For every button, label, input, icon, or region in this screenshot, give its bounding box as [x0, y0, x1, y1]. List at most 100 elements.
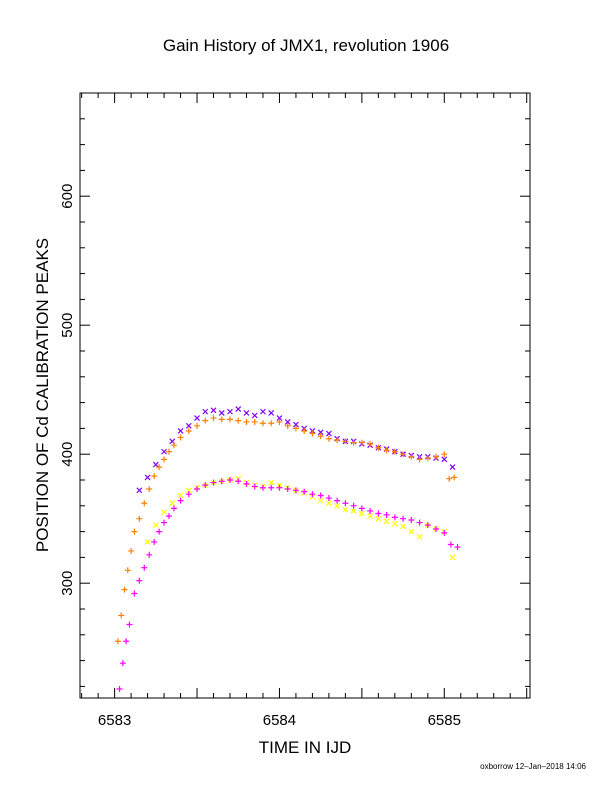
data-point — [177, 492, 184, 499]
data-point — [177, 434, 184, 441]
data-point — [317, 497, 324, 504]
data-point — [161, 448, 167, 455]
data-point — [136, 577, 143, 584]
plot-frame — [79, 92, 531, 699]
data-point — [251, 483, 258, 490]
y-axis-label: POSITION OF Cd CALIBRATION PEAKS — [33, 238, 52, 552]
data-point — [342, 506, 349, 513]
data-point — [118, 612, 125, 619]
data-point — [391, 448, 398, 455]
data-point — [177, 428, 184, 434]
data-point — [259, 484, 266, 491]
data-point — [146, 486, 153, 493]
data-point — [441, 456, 448, 463]
series-3 — [116, 476, 461, 692]
data-point — [202, 408, 209, 415]
data-point — [416, 519, 423, 526]
data-point — [123, 638, 130, 645]
data-point — [151, 473, 158, 480]
data-point — [284, 486, 291, 493]
data-point — [260, 408, 266, 415]
data-point — [151, 538, 158, 545]
data-point — [449, 464, 456, 471]
data-point — [116, 685, 123, 692]
data-point — [114, 638, 121, 645]
data-point — [325, 430, 332, 437]
data-point — [383, 511, 390, 518]
y-tick-label: 600 — [59, 184, 76, 209]
axes: 6583 6584 6585 300 400 500 600 — [59, 92, 530, 729]
data-point — [325, 495, 332, 502]
data-point — [124, 567, 131, 574]
data-point — [243, 480, 250, 487]
data-point — [202, 482, 209, 489]
data-point — [227, 416, 233, 423]
data-point — [141, 564, 148, 571]
data-point — [177, 497, 184, 504]
y-tick-label: 500 — [59, 313, 76, 338]
data-point — [227, 408, 233, 415]
data-point — [161, 519, 168, 526]
data-point — [400, 515, 407, 522]
data-point — [433, 453, 440, 460]
data-point — [325, 435, 332, 442]
data-point — [152, 461, 159, 468]
data-point — [136, 515, 143, 522]
x-tick-label: 6584 — [263, 712, 296, 729]
data-point — [350, 502, 357, 509]
data-point — [152, 522, 159, 529]
data-point — [185, 422, 192, 429]
data-point — [218, 478, 225, 485]
data-point — [446, 475, 453, 482]
data-point — [119, 660, 126, 667]
data-point — [309, 430, 316, 437]
data-point — [383, 518, 390, 525]
data-point — [170, 442, 177, 449]
data-point — [131, 590, 138, 597]
data-point — [243, 409, 250, 416]
data-point — [317, 492, 324, 499]
data-point — [408, 516, 415, 523]
data-point — [358, 505, 365, 512]
data-point — [185, 491, 192, 498]
data-point — [424, 455, 431, 462]
data-point — [126, 621, 133, 628]
data-point — [136, 487, 143, 494]
footer-credit: oxborrow 12–Jan–2018 14:06 — [480, 762, 586, 771]
x-tick-label: 6585 — [428, 712, 461, 729]
data-point — [268, 409, 275, 416]
data-point — [408, 453, 415, 460]
data-point — [416, 456, 423, 463]
data-point — [185, 487, 192, 494]
data-point — [235, 478, 242, 485]
series-2 — [144, 475, 456, 561]
data-point — [358, 439, 365, 446]
data-point — [424, 522, 431, 529]
data-point — [358, 510, 365, 517]
x-axis-label: TIME IN IJD — [258, 738, 352, 757]
data-point — [367, 507, 374, 514]
data-point — [156, 464, 163, 471]
data-point — [268, 484, 275, 491]
data-point — [391, 514, 398, 521]
data-point — [268, 420, 275, 427]
chart-title: Gain History of JMX1, revolution 1906 — [162, 36, 450, 55]
data-point — [243, 418, 250, 425]
data-point — [251, 412, 258, 419]
data-point — [161, 456, 168, 463]
data-point — [276, 418, 283, 425]
data-point — [169, 500, 176, 507]
data-point — [367, 513, 374, 520]
data-point — [194, 486, 201, 493]
data-point — [334, 497, 341, 504]
data-point — [210, 415, 217, 422]
series-0 — [136, 406, 456, 494]
data-point — [185, 427, 192, 434]
data-point — [292, 425, 299, 432]
y-tick-label: 400 — [59, 442, 76, 467]
data-point — [317, 433, 324, 440]
data-point — [235, 417, 242, 424]
data-point — [276, 484, 283, 491]
data-point — [317, 429, 324, 436]
data-point — [251, 418, 258, 425]
